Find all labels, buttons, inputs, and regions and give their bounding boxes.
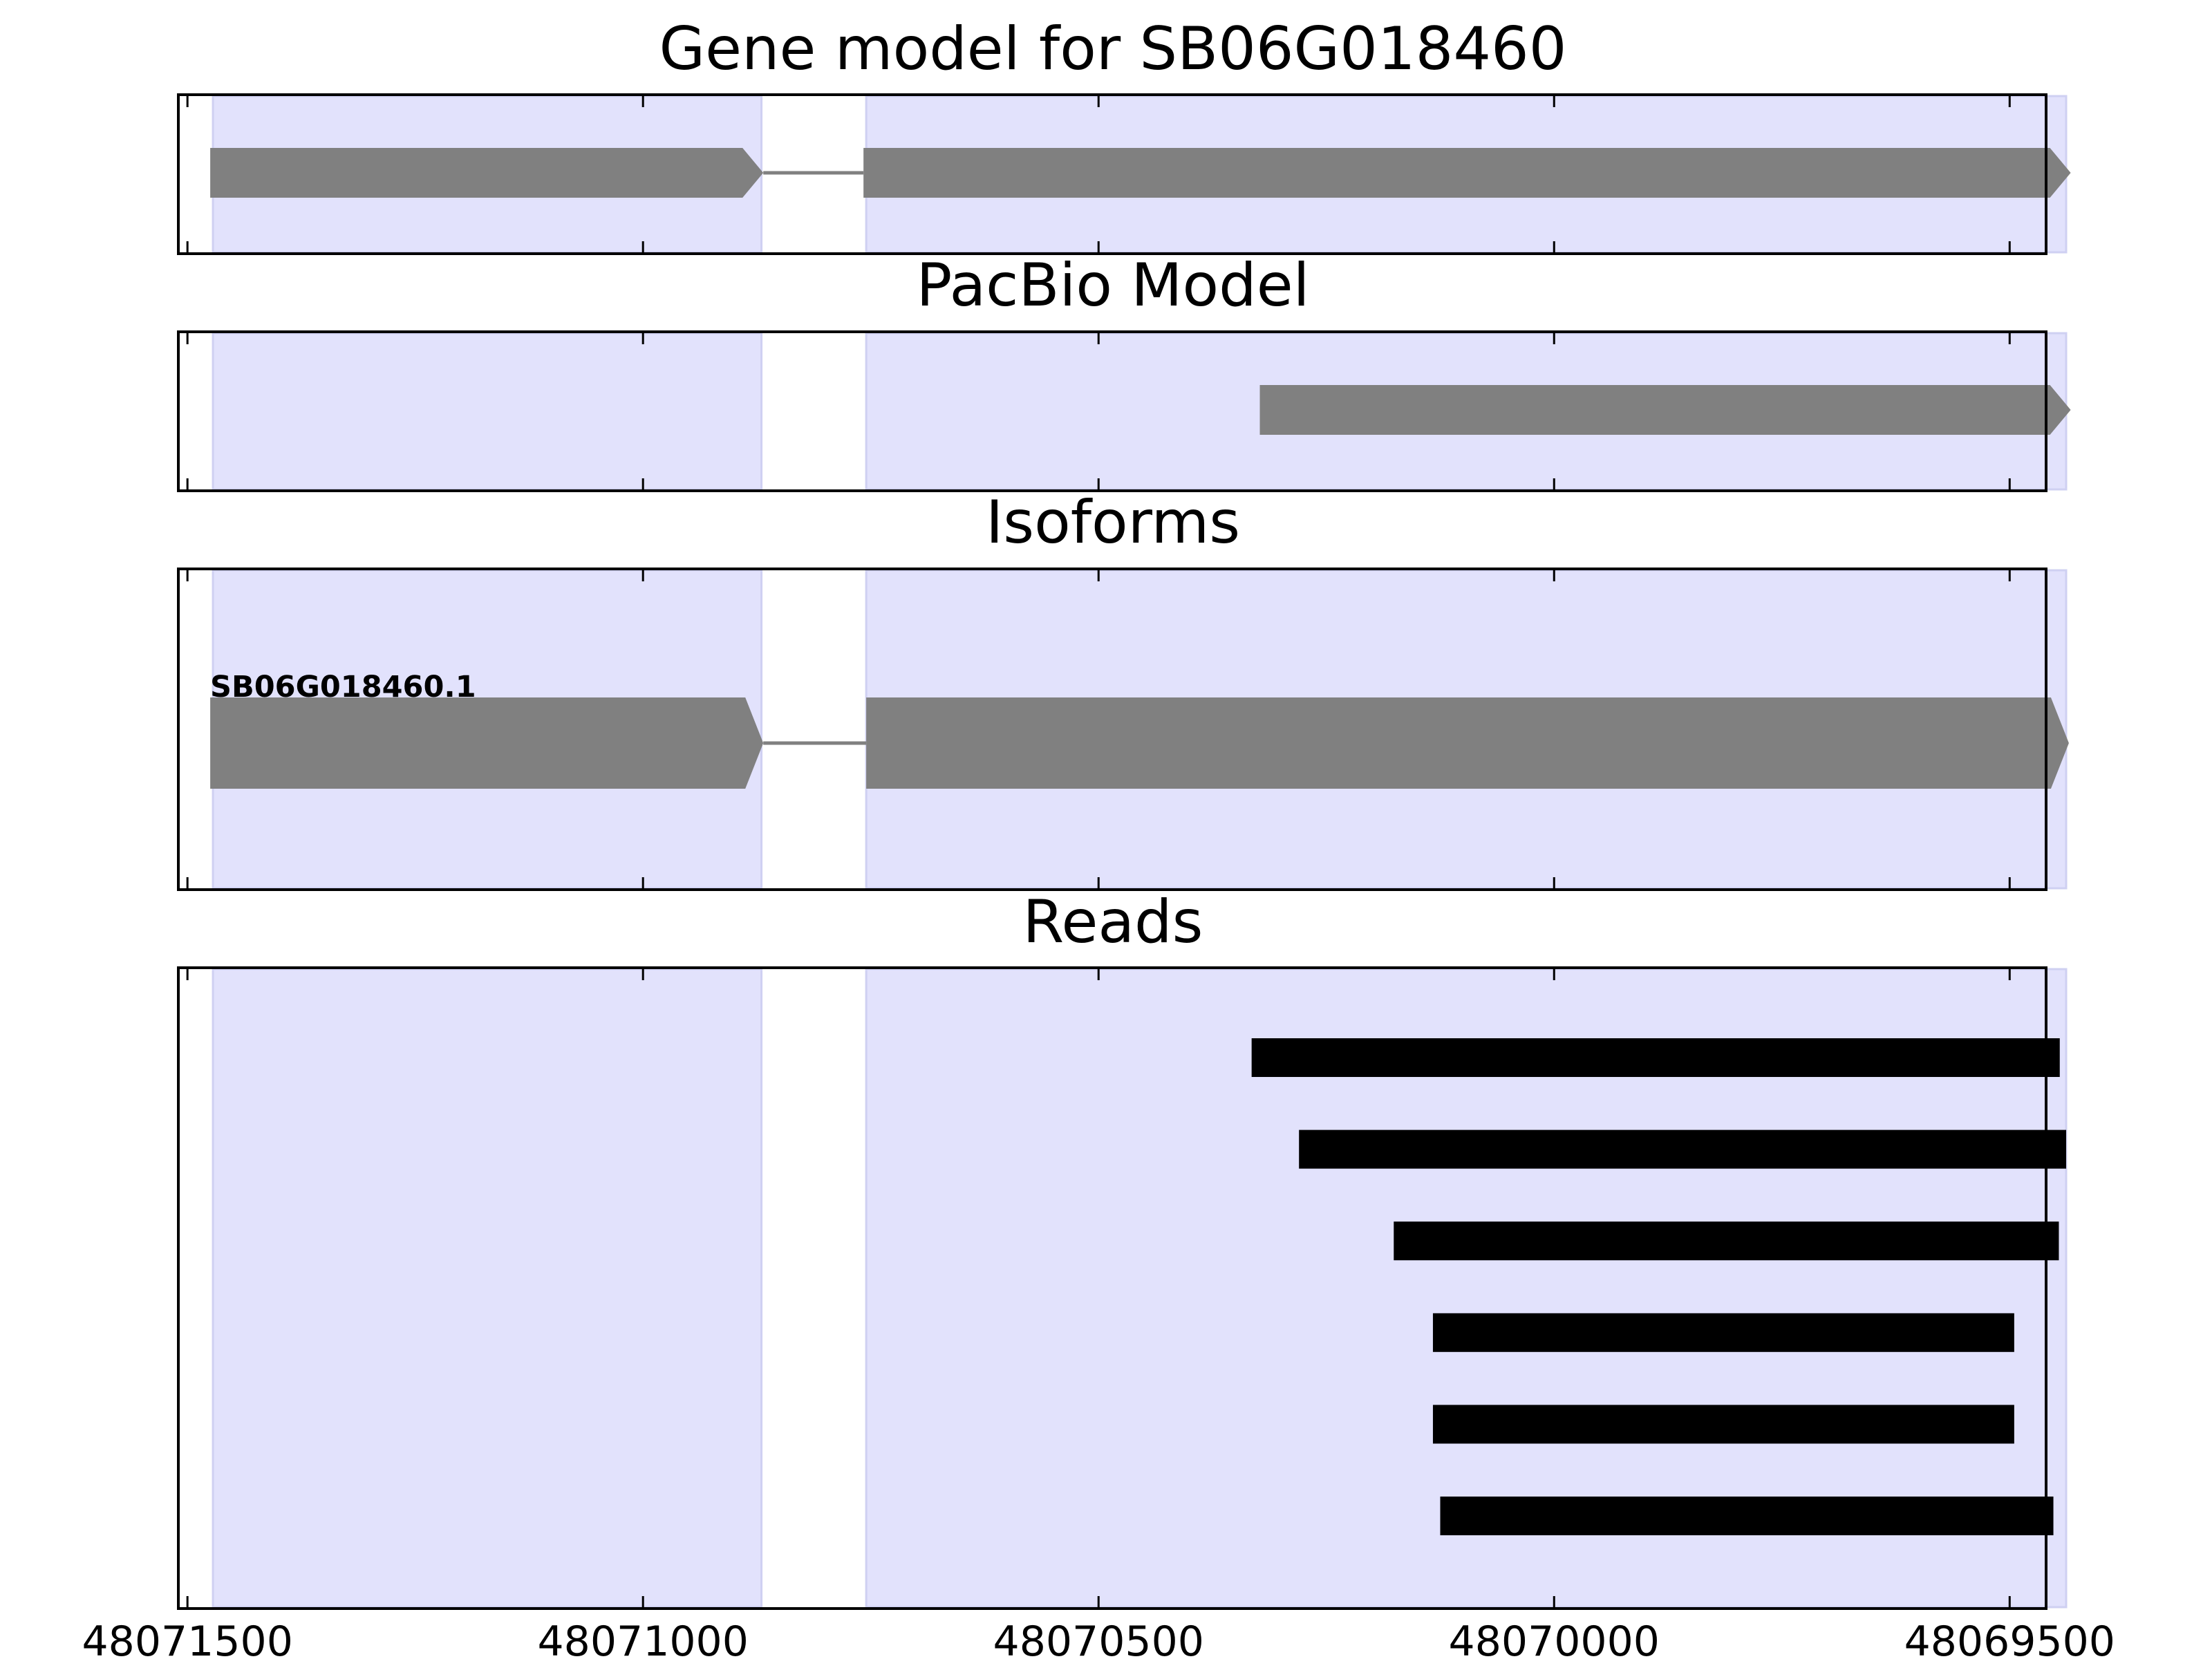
pacbio-model-title: PacBio Model bbox=[916, 251, 1309, 320]
read-bar bbox=[1432, 1313, 2014, 1352]
exon-region-shade bbox=[212, 332, 763, 491]
isoform-exon-block bbox=[210, 697, 764, 789]
x-axis-tick-labels: 48071500 48071000 48070500 48070000 48069500 bbox=[82, 1618, 2115, 1659]
isoform-label: SB06G018460.1 bbox=[210, 670, 476, 704]
x-tick-label: 48071000 bbox=[538, 1618, 749, 1659]
x-tick-label: 48069500 bbox=[1904, 1618, 2115, 1659]
exon-block bbox=[1259, 385, 2071, 435]
isoforms-frame bbox=[177, 568, 2047, 891]
gene-model-frame bbox=[177, 93, 2047, 255]
reads-title: Reads bbox=[1023, 888, 1203, 957]
read-bar bbox=[1251, 1038, 2060, 1077]
x-tick-label: 48070500 bbox=[993, 1618, 1204, 1659]
pacbio-model-panel bbox=[177, 330, 2071, 492]
read-bar bbox=[1440, 1497, 2054, 1535]
exon-block bbox=[863, 148, 2071, 198]
x-tick-label: 48070000 bbox=[1449, 1618, 1660, 1659]
read-bar bbox=[1432, 1405, 2014, 1444]
reads-frame bbox=[177, 966, 2047, 1610]
exon-block bbox=[210, 148, 764, 198]
x-tick-label: 48071500 bbox=[82, 1618, 292, 1659]
read-bar bbox=[1299, 1130, 2066, 1169]
isoform-exon-block bbox=[866, 697, 2069, 789]
pacbio-model-frame bbox=[177, 330, 2047, 492]
reads-panel bbox=[177, 966, 2068, 1610]
read-bar bbox=[1394, 1221, 2059, 1261]
gene-model-title: Gene model for SB06G018460 bbox=[659, 15, 1567, 84]
exon-region-shade bbox=[212, 968, 763, 1609]
isoforms-title: Isoforms bbox=[986, 488, 1240, 557]
gene-model-panel bbox=[177, 93, 2071, 255]
isoforms-panel: SB06G018460.1 bbox=[177, 568, 2069, 891]
